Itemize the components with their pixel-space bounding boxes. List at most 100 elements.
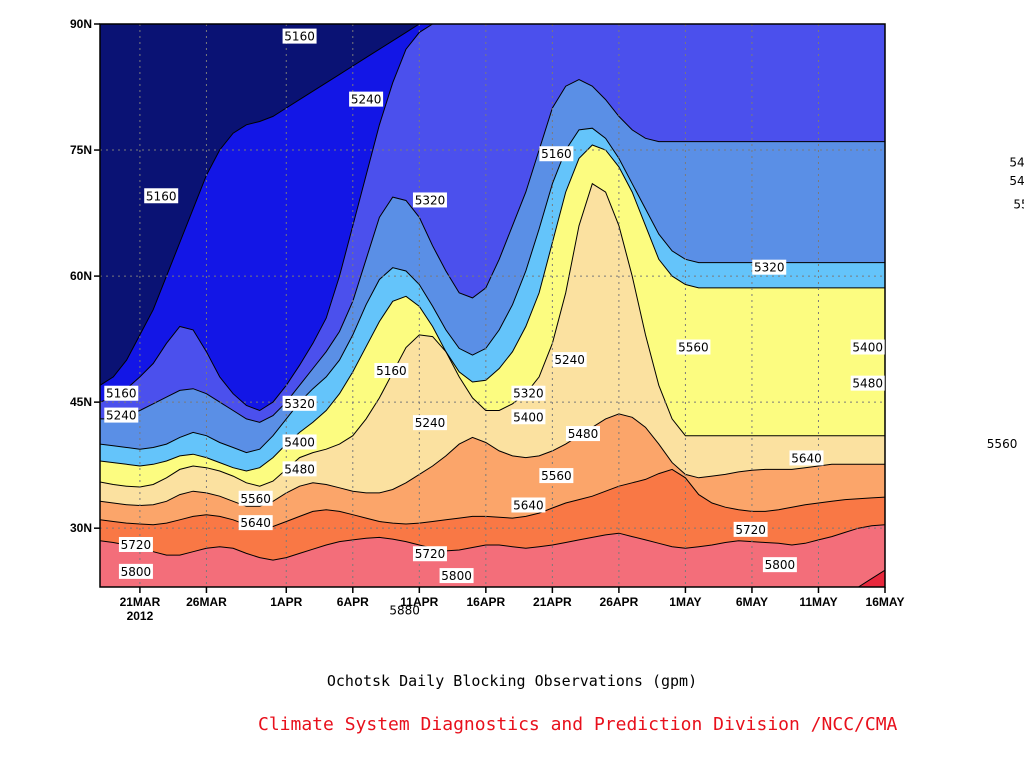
contour-label-bg bbox=[118, 536, 153, 552]
contour-label: 5720 bbox=[412, 546, 447, 562]
contour-label: 5640 bbox=[238, 515, 273, 531]
x-tick-label: 1MAY bbox=[669, 595, 701, 609]
contour-label-bg bbox=[850, 375, 885, 391]
contour-label-bg bbox=[282, 28, 317, 44]
contour-label: 5400 bbox=[282, 434, 317, 450]
band-above-5800 bbox=[100, 524, 885, 587]
credit-line: Climate System Diagnostics and Predictio… bbox=[258, 714, 898, 735]
contour-label-text: 5480 bbox=[852, 377, 883, 391]
contour-label-text: 5800 bbox=[441, 569, 472, 583]
contour-label: 5160 bbox=[144, 188, 179, 204]
contour-label-bg bbox=[238, 515, 273, 531]
y-tick-label: 75N bbox=[70, 143, 92, 157]
contour-label-bg bbox=[238, 490, 273, 506]
contour-label-bg bbox=[762, 557, 797, 573]
contour-label-text: 5560 bbox=[541, 469, 572, 483]
contour-label: 5160 bbox=[374, 363, 409, 379]
contour-label-bg bbox=[565, 426, 600, 442]
contour-label-text: 5560 bbox=[987, 437, 1018, 451]
contour-label: 5320 bbox=[412, 192, 447, 208]
contour-label-bg bbox=[511, 385, 546, 401]
contour-label: 5560 bbox=[985, 436, 1020, 452]
contour-label-text: 5640 bbox=[513, 498, 544, 512]
x-tick-label: 26MAR bbox=[186, 595, 227, 609]
x-tick-label: 11APR bbox=[400, 595, 438, 609]
contour-label-text: 5480 bbox=[284, 462, 315, 476]
contour-label-text: 5160 bbox=[106, 387, 137, 401]
contour-label-text: 5320 bbox=[754, 261, 785, 275]
contour-label-text: 5320 bbox=[415, 193, 446, 207]
contour-label: 5240 bbox=[104, 407, 139, 423]
x-tick-label: 16MAY bbox=[866, 595, 905, 609]
contour-line-5160 bbox=[100, 24, 885, 386]
contour-label-bg bbox=[439, 568, 474, 584]
contour-label-bg bbox=[412, 546, 447, 562]
contour-label-text: 5640 bbox=[240, 516, 271, 530]
contour-label-bg bbox=[1007, 173, 1024, 189]
x-tick-label: 26APR bbox=[600, 595, 639, 609]
contour-label-bg bbox=[752, 259, 787, 275]
contour-label: 5640 bbox=[789, 450, 824, 466]
contour-label-text: 5240 bbox=[106, 409, 137, 423]
contour-label: 5400 bbox=[511, 409, 546, 425]
x-tick-label: 11MAY bbox=[799, 595, 837, 609]
contour-label: 5240 bbox=[412, 415, 447, 431]
contour-label-text: 5800 bbox=[121, 565, 152, 579]
contour-label: 5560 bbox=[539, 468, 574, 484]
y-axis: 30N 45N 60N 75N 90N bbox=[70, 17, 100, 535]
contour-label-text: 5320 bbox=[513, 387, 544, 401]
contour-label-bg bbox=[349, 91, 384, 107]
y-tick-label: 45N bbox=[70, 395, 92, 409]
contour-line-5320 bbox=[100, 78, 885, 423]
contour-label-bg bbox=[412, 192, 447, 208]
contour-label: 5800 bbox=[118, 563, 153, 579]
contour-label-bg bbox=[374, 363, 409, 379]
x-tick-label: 16APR bbox=[467, 595, 506, 609]
contour-label: 5160 bbox=[539, 146, 574, 162]
y-tick-label: 60N bbox=[70, 269, 92, 283]
contour-label: 5400 bbox=[850, 339, 885, 355]
contour-label-text: 5560 bbox=[678, 341, 709, 355]
y-tick-label: 90N bbox=[70, 17, 92, 31]
contour-label: 5480 bbox=[565, 426, 600, 442]
contour-label-text: 5720 bbox=[121, 538, 152, 552]
contour-label-text: 5400 bbox=[513, 410, 544, 424]
contour-label: 5720 bbox=[733, 521, 768, 537]
contour-label: 5560 bbox=[238, 490, 273, 506]
contour-line-5480 bbox=[100, 144, 885, 472]
contour-label-bg bbox=[511, 497, 546, 513]
contour-label-text: 5240 bbox=[351, 93, 382, 107]
contour-label: 5240 bbox=[349, 91, 384, 107]
contour-label: 5640 bbox=[511, 497, 546, 513]
contour-label-bg bbox=[118, 563, 153, 579]
contour-label-bg bbox=[282, 461, 317, 477]
contour-label-text: 5400 bbox=[284, 435, 315, 449]
contour-label: 5160 bbox=[282, 28, 317, 44]
contour-label: 5320 bbox=[752, 259, 787, 275]
contour-label-bg bbox=[412, 415, 447, 431]
contour-label: 5320 bbox=[511, 385, 546, 401]
contour-label-text: 5480 bbox=[568, 427, 599, 441]
x-tick-label: 6MAY bbox=[736, 595, 768, 609]
contour-label-bg bbox=[104, 385, 139, 401]
contour-label-bg bbox=[676, 339, 711, 355]
contour-label-bg bbox=[511, 409, 546, 425]
contour-label-bg bbox=[1011, 196, 1024, 212]
x-tick-label: 6APR bbox=[337, 595, 369, 609]
contour-label: 5480 bbox=[282, 461, 317, 477]
contour-label: 5480 bbox=[850, 375, 885, 391]
contour-label-bg bbox=[144, 188, 179, 204]
contour-label-text: 5240 bbox=[554, 353, 585, 367]
contour-label: 5240 bbox=[552, 352, 587, 368]
contour-label-text: 5320 bbox=[284, 397, 315, 411]
y-tick-label: 30N bbox=[70, 521, 92, 535]
x-year-label: 2012 bbox=[127, 609, 154, 623]
contour-label-bg bbox=[552, 352, 587, 368]
contour-label-text: 5160 bbox=[376, 364, 407, 378]
contour-label-bg bbox=[733, 521, 768, 537]
contour-line-5640 bbox=[100, 413, 885, 507]
contour-label-bg bbox=[282, 434, 317, 450]
x-axis: 21MAR 26MAR 1APR 6APR 11APR 16APR 21APR 26APR 1M… bbox=[120, 587, 905, 623]
contour-label: 5480 bbox=[1007, 173, 1024, 189]
